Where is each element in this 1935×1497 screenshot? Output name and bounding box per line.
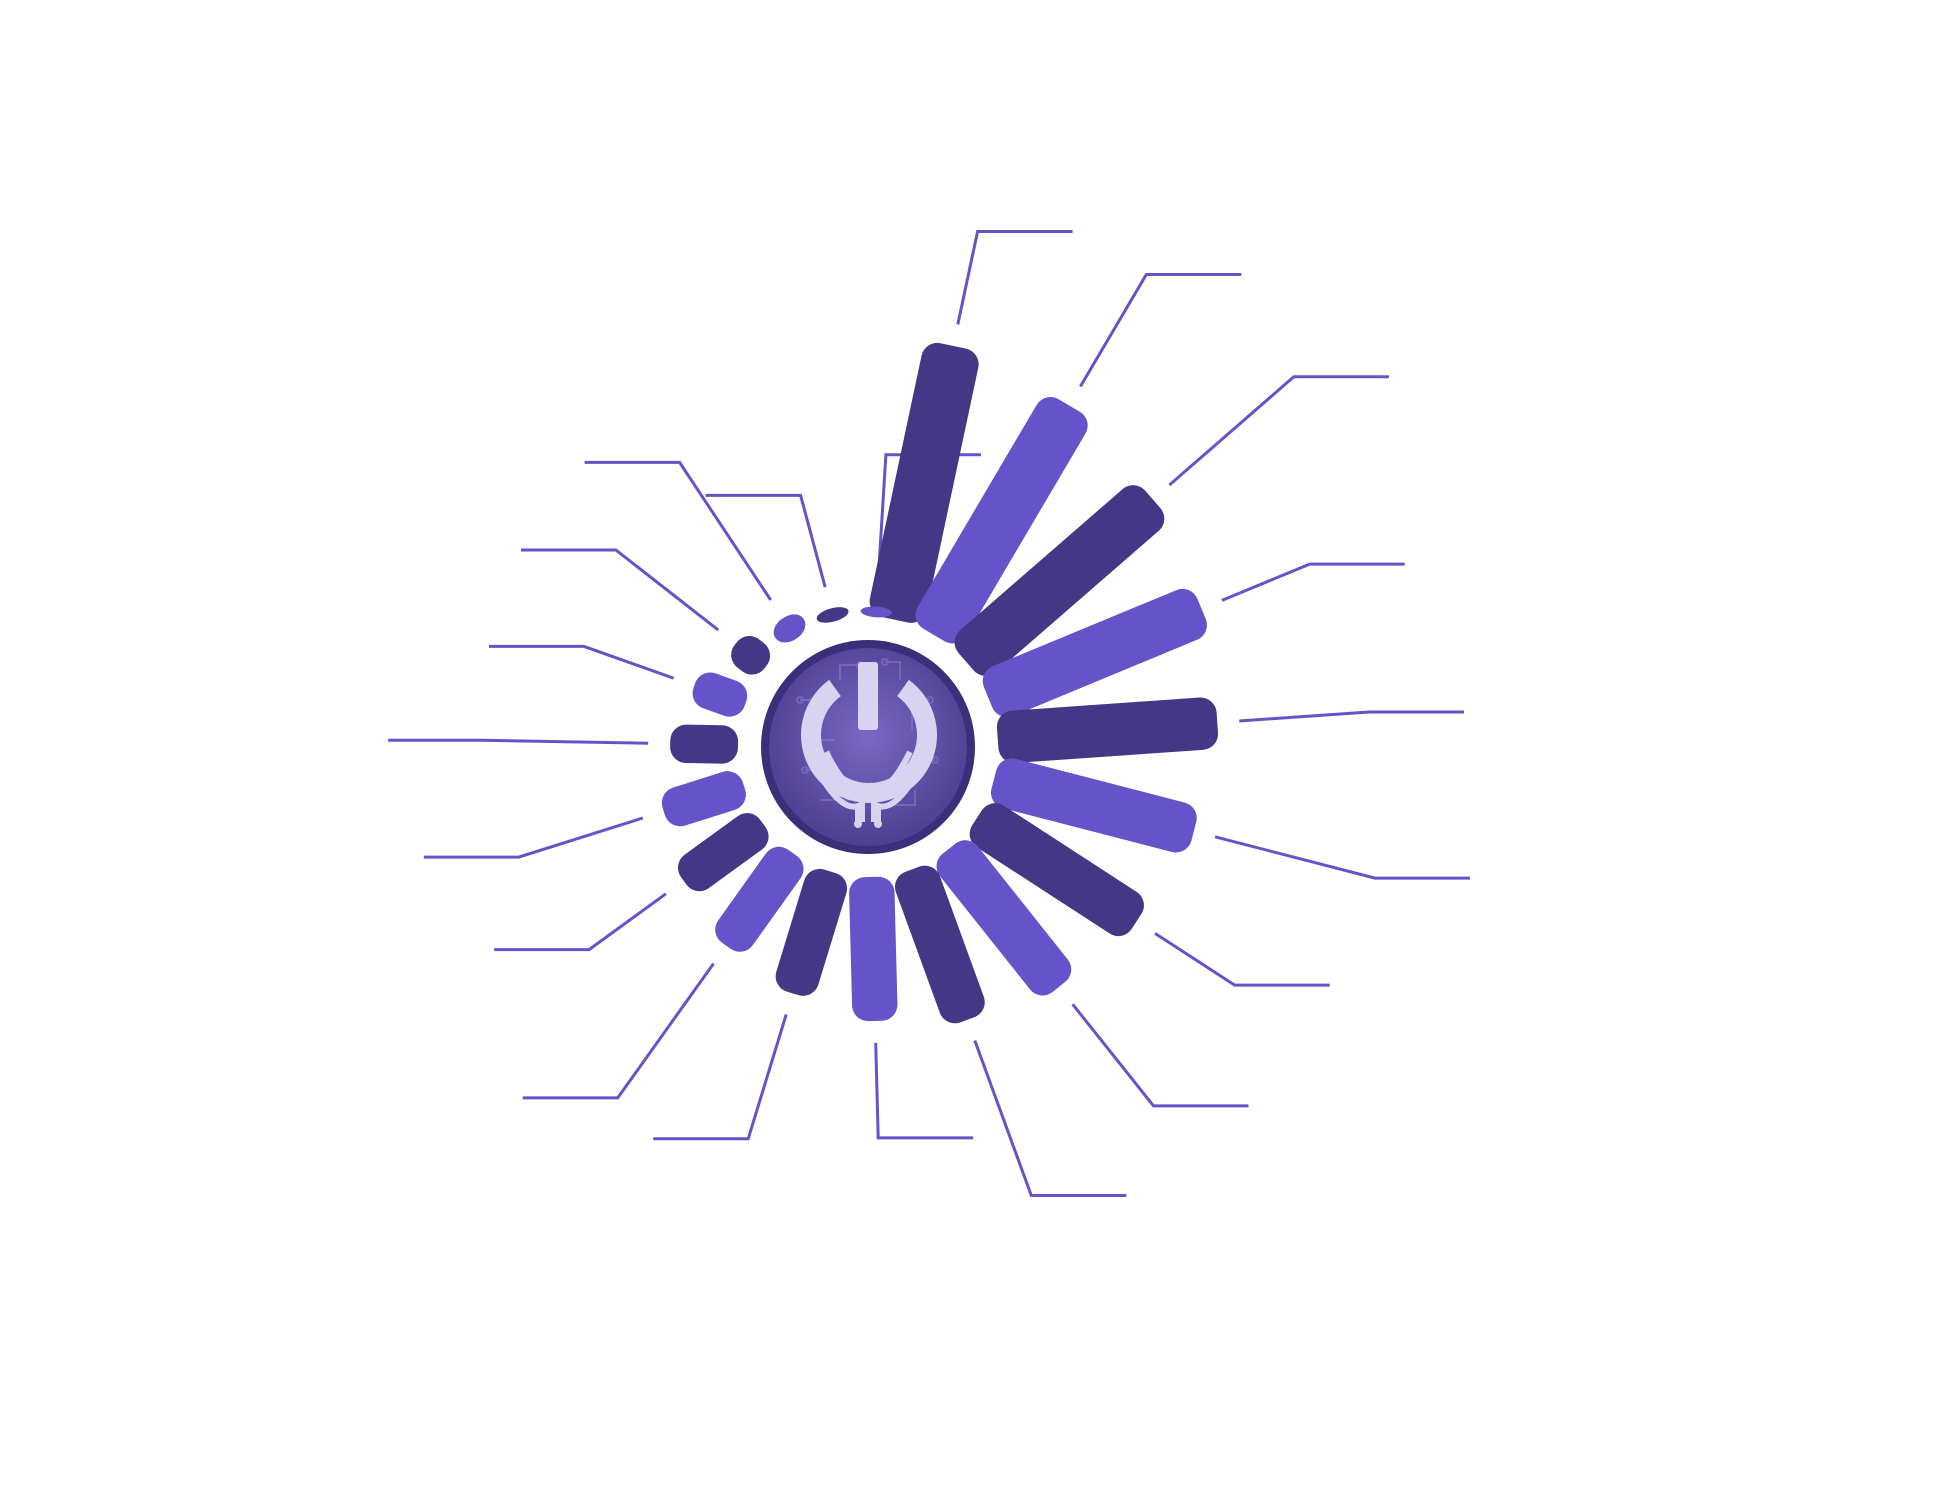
leader-line-12 — [522, 962, 715, 1100]
bar-10 — [849, 876, 898, 1022]
leader-line-19 — [705, 493, 827, 588]
leader-line-10 — [874, 1042, 974, 1140]
leader-line-17 — [520, 548, 720, 632]
bar-6 — [990, 758, 1197, 853]
leader-line-2 — [1079, 273, 1242, 388]
bar-3 — [954, 485, 1165, 676]
bars — [661, 342, 1219, 1024]
bar-8 — [936, 840, 1072, 996]
bar-20 — [860, 606, 892, 618]
power-circuit-icon — [801, 662, 937, 828]
leader-line-4 — [1221, 562, 1405, 602]
leader-line-16 — [489, 644, 675, 680]
leader-line-1 — [956, 230, 1073, 325]
bar-9 — [894, 865, 985, 1024]
leader-line-15 — [388, 738, 649, 745]
leader-line-6 — [1214, 835, 1470, 880]
leader-line-8 — [1071, 1003, 1249, 1108]
bar-13 — [677, 813, 769, 892]
bar-17 — [731, 636, 771, 675]
bar-18 — [773, 614, 806, 643]
leader-line-18 — [584, 460, 772, 601]
leader-line-7 — [1154, 932, 1330, 987]
bar-1 — [869, 342, 979, 623]
bar-7 — [969, 803, 1144, 937]
center-hub — [761, 640, 975, 854]
leader-line-14 — [423, 816, 644, 859]
bar-11 — [775, 868, 848, 996]
bar-2 — [915, 396, 1088, 644]
leader-line-11 — [653, 1014, 788, 1141]
bar-19 — [816, 607, 849, 623]
leader-line-9 — [973, 1039, 1127, 1197]
bar-5 — [996, 697, 1219, 763]
leader-line-13 — [494, 892, 667, 952]
bar-14 — [661, 771, 746, 827]
bar-12 — [715, 846, 804, 952]
bar-16 — [692, 672, 748, 717]
leader-lines — [388, 230, 1470, 1197]
leader-line-3 — [1168, 375, 1389, 487]
bar-15 — [670, 724, 739, 764]
bar-4 — [982, 588, 1207, 718]
leader-line-5 — [1239, 710, 1464, 723]
